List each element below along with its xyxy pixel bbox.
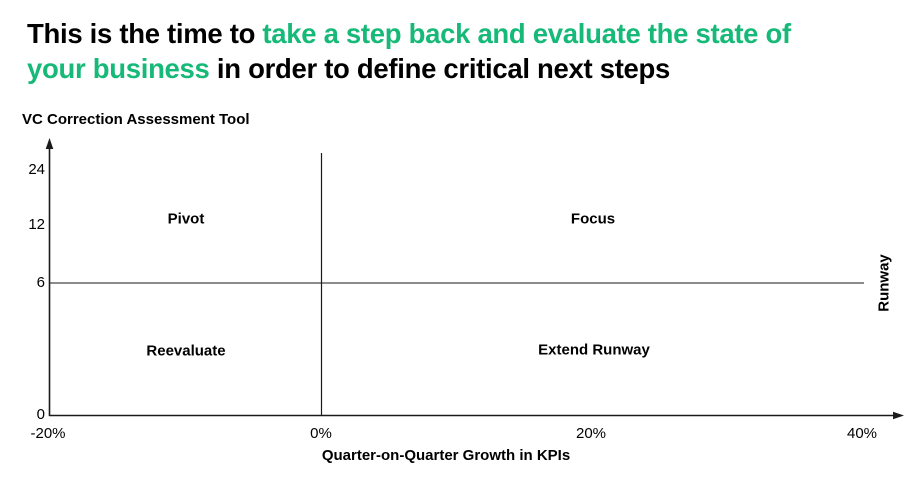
y-tick-6: 6 [36, 274, 45, 291]
title-segment: This is the time to [27, 18, 263, 49]
y-tick-12: 12 [28, 216, 45, 233]
title-line: This is the time to take a step back and… [27, 16, 907, 51]
quadrant-label-pivot: Pivot [167, 210, 205, 228]
title-segment: in order to define critical next steps [209, 53, 671, 84]
y-tick-24: 24 [28, 161, 45, 178]
quadrant-label-reevaluate: Reevaluate [146, 342, 226, 360]
chart-title: VC Correction Assessment Tool [22, 111, 250, 128]
quadrant-label-focus: Focus [570, 210, 616, 228]
y-tick-0: 0 [36, 406, 45, 423]
x-tick-0: 0% [310, 425, 332, 442]
x-axis-arrowhead-icon [893, 411, 904, 420]
title-segment-highlight: take a step back and evaluate the state … [262, 18, 791, 49]
title-line: your business in order to define critica… [27, 51, 907, 86]
x-tick-neg20: -20% [30, 425, 66, 442]
title-segment-highlight: your business [27, 53, 210, 84]
y-axis-label: Runway [875, 254, 893, 312]
x-tick-20: 20% [575, 425, 607, 442]
quadrant-label-extend-runway: Extend Runway [538, 341, 650, 359]
page-title: This is the time to take a step back and… [27, 16, 907, 86]
y-axis-arrowhead-icon [45, 138, 54, 149]
x-tick-40: 40% [846, 425, 878, 442]
x-axis-label: Quarter-on-Quarter Growth in KPIs [321, 447, 571, 464]
